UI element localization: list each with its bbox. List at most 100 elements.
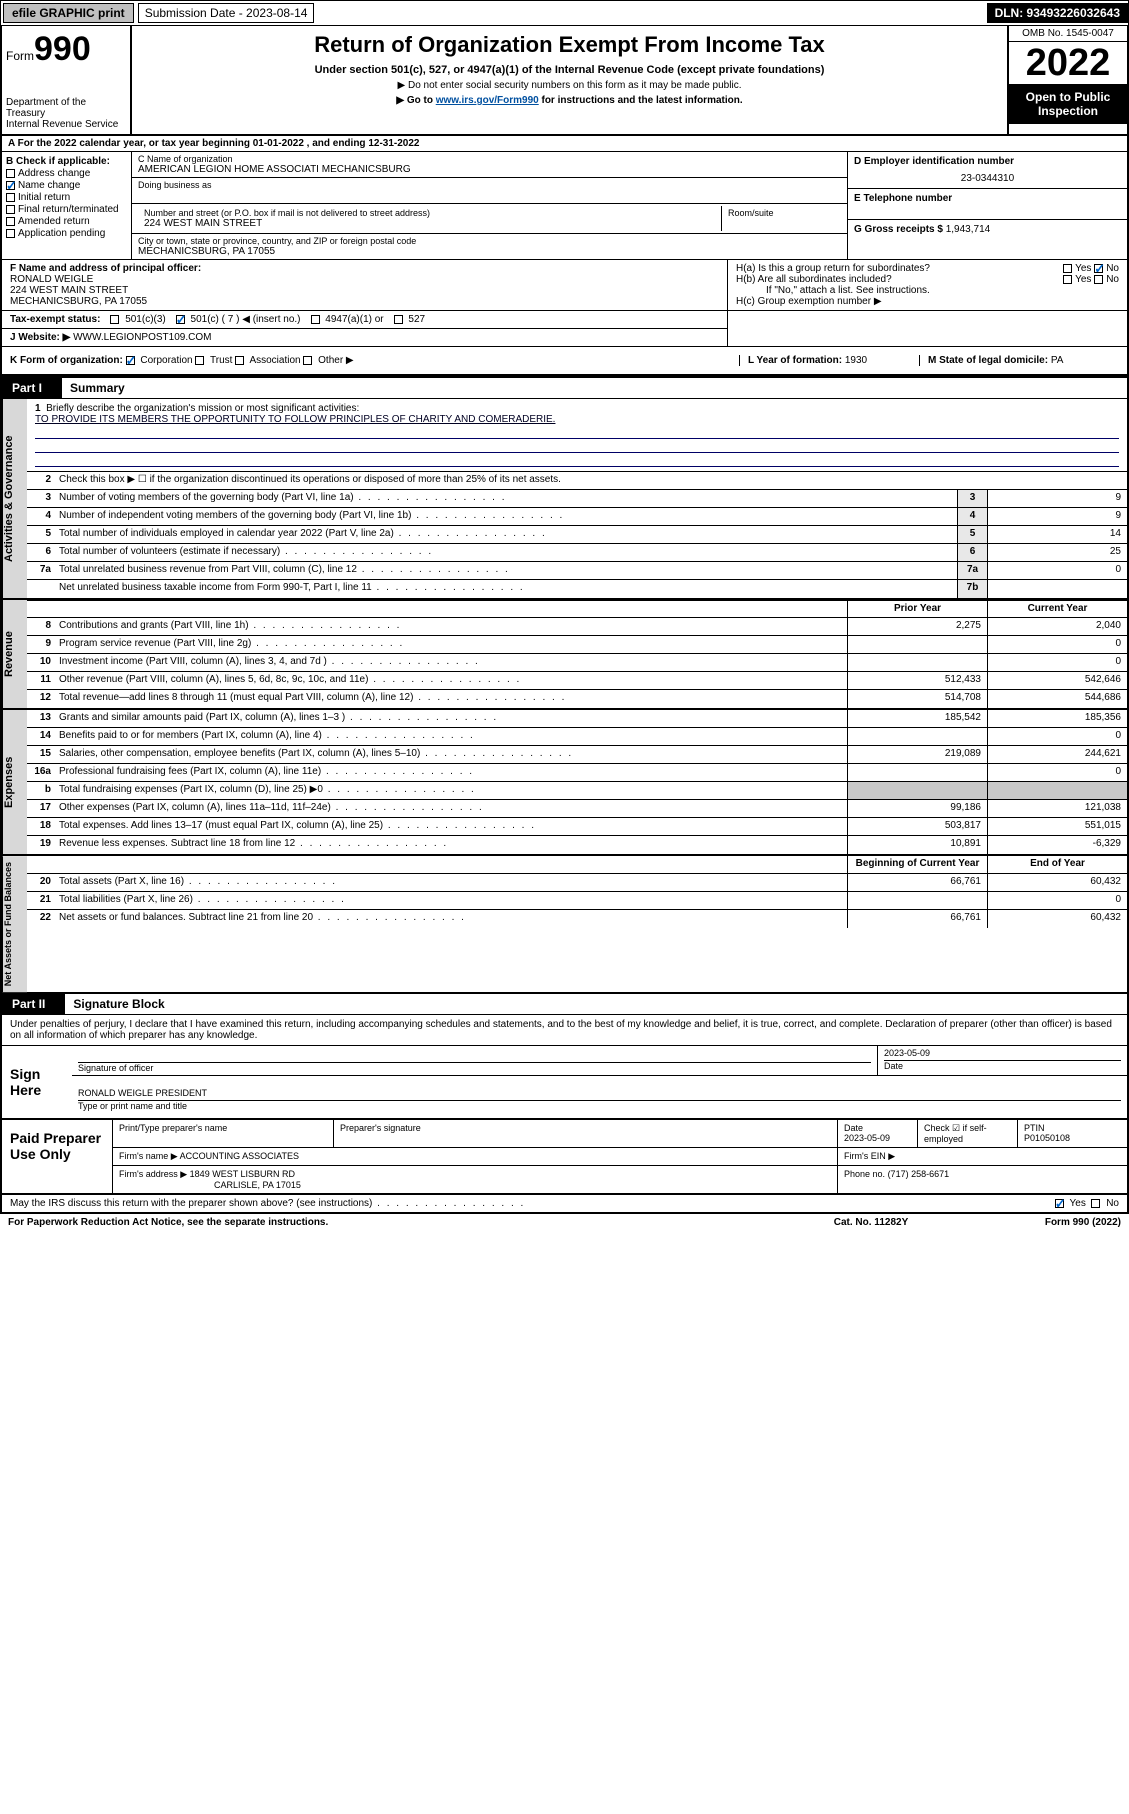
chk-amended-return[interactable]: Amended return [6, 216, 127, 227]
col-prior-year: Prior Year [847, 601, 987, 617]
table-cell [847, 892, 987, 909]
table-cell: 66,761 [847, 910, 987, 928]
table-row: Salaries, other compensation, employee b… [55, 746, 847, 763]
table-cell: 0 [987, 636, 1127, 653]
table-cell: 0 [987, 892, 1127, 909]
omb-number: OMB No. 1545-0047 [1009, 26, 1127, 42]
officer-addr1: 224 WEST MAIN STREET [10, 285, 719, 296]
table-row: Revenue less expenses. Subtract line 18 … [55, 836, 847, 854]
perjury-statement: Under penalties of perjury, I declare th… [0, 1015, 1129, 1046]
room-suite-label: Room/suite [721, 206, 841, 231]
chk-application-pending[interactable]: Application pending [6, 228, 127, 239]
chk-irs-no[interactable]: No [1091, 1198, 1119, 1209]
sign-date: 2023-05-09 [884, 1048, 1121, 1058]
table-cell [847, 782, 987, 799]
chk-initial-return[interactable]: Initial return [6, 192, 127, 203]
expenses-table: Expenses 13Grants and similar amounts pa… [0, 710, 1129, 856]
chk-address-change[interactable]: Address change [6, 168, 127, 179]
table-row: Professional fundraising fees (Part IX, … [55, 764, 847, 781]
website-label: J Website: ▶ [10, 332, 70, 343]
table-cell [987, 580, 1127, 598]
q2-text: Check this box ▶ ☐ if the organization d… [55, 472, 1127, 489]
calendar-year-line: A For the 2022 calendar year, or tax yea… [2, 136, 425, 151]
ein-value: 23-0344310 [854, 173, 1121, 184]
chk-other[interactable]: Other ▶ [303, 355, 353, 366]
status-website-block: Tax-exempt status: 501(c)(3) 501(c) ( 7 … [0, 311, 1129, 347]
table-row: Program service revenue (Part VIII, line… [55, 636, 847, 653]
table-row: Total number of individuals employed in … [55, 526, 957, 543]
table-row: Total fundraising expenses (Part IX, col… [55, 782, 847, 799]
form-990-footer: Form 990 (2022) [971, 1217, 1121, 1228]
efile-graphic-btn[interactable]: efile GRAPHIC print [3, 3, 134, 23]
chk-corporation[interactable]: Corporation [126, 355, 193, 366]
dept-treasury: Department of the Treasury Internal Reve… [6, 97, 126, 130]
strip-governance: Activities & Governance [2, 399, 27, 598]
revenue-table: Revenue Prior Year Current Year 8Contrib… [0, 600, 1129, 710]
part2-header: Part IISignature Block [0, 994, 1129, 1015]
line-a-row: A For the 2022 calendar year, or tax yea… [0, 136, 1129, 152]
table-cell: 66,761 [847, 874, 987, 891]
chk-501c[interactable]: 501(c) ( 7 ) ◀ (insert no.) [176, 314, 301, 325]
gross-receipts-label: G Gross receipts $ [854, 224, 943, 235]
table-row: Other revenue (Part VIII, column (A), li… [55, 672, 847, 689]
chk-final-return[interactable]: Final return/terminated [6, 204, 127, 215]
table-row: Grants and similar amounts paid (Part IX… [55, 710, 847, 727]
table-row: Net unrelated business taxable income fr… [55, 580, 957, 598]
table-row: Investment income (Part VIII, column (A)… [55, 654, 847, 671]
form-subtitle: Under section 501(c), 527, or 4947(a)(1)… [142, 64, 997, 76]
table-cell: 99,186 [847, 800, 987, 817]
table-row: Total expenses. Add lines 13–17 (must eq… [55, 818, 847, 835]
table-cell: 185,356 [987, 710, 1127, 727]
table-cell: 551,015 [987, 818, 1127, 835]
city-state-zip: MECHANICSBURG, PA 17055 [138, 246, 841, 257]
table-cell: 0 [987, 654, 1127, 671]
table-row: Total unrelated business revenue from Pa… [55, 562, 957, 579]
table-cell: 544,686 [987, 690, 1127, 708]
form-number: Form990 [6, 30, 126, 69]
footer-final: For Paperwork Reduction Act Notice, see … [0, 1214, 1129, 1231]
table-cell: 9 [987, 508, 1127, 525]
chk-trust[interactable]: Trust [195, 355, 232, 366]
table-cell: 503,817 [847, 818, 987, 835]
chk-association[interactable]: Association [235, 355, 300, 366]
table-cell [987, 782, 1127, 799]
year-formation-label: L Year of formation: [748, 355, 842, 366]
table-cell: 25 [987, 544, 1127, 561]
table-cell: 14 [987, 526, 1127, 543]
chk-irs-yes[interactable]: Yes [1055, 1198, 1086, 1209]
table-cell: 60,432 [987, 874, 1127, 891]
state-domicile-value: PA [1051, 355, 1064, 366]
dba-label: Doing business as [138, 180, 841, 190]
cat-no: Cat. No. 11282Y [771, 1217, 971, 1228]
firm-ein-label: Firm's EIN ▶ [844, 1151, 895, 1161]
table-cell: 514,708 [847, 690, 987, 708]
officer-label: F Name and address of principal officer: [10, 263, 719, 274]
chk-501c3[interactable]: 501(c)(3) [110, 314, 165, 325]
block-b-label: B Check if applicable: [6, 156, 110, 167]
form-title: Return of Organization Exempt From Incom… [142, 32, 997, 58]
table-cell: 0 [987, 562, 1127, 579]
phone-label: E Telephone number [854, 193, 1121, 204]
korg-label: K Form of organization: [10, 355, 123, 366]
table-row: Total number of volunteers (estimate if … [55, 544, 957, 561]
strip-revenue: Revenue [2, 600, 27, 708]
chk-4947[interactable]: 4947(a)(1) or [311, 314, 384, 325]
firm-city: CARLISLE, PA 17015 [214, 1180, 301, 1190]
officer-name-title: RONALD WEIGLE PRESIDENT [78, 1088, 1121, 1098]
firm-name: ACCOUNTING ASSOCIATES [180, 1151, 299, 1161]
gross-receipts-value: 1,943,714 [946, 224, 991, 235]
addr-label: Number and street (or P.O. box if mail i… [144, 208, 715, 218]
mission-text: TO PROVIDE ITS MEMBERS THE OPPORTUNITY T… [35, 414, 555, 425]
chk-527[interactable]: 527 [394, 314, 425, 325]
dln-label: DLN: 93493226032643 [987, 3, 1128, 23]
k-org-row: K Form of organization: Corporation Trus… [0, 347, 1129, 376]
mission-label: Briefly describe the organization's miss… [46, 403, 359, 414]
ha-line: H(a) Is this a group return for subordin… [736, 263, 1119, 274]
governance-table: Activities & Governance 1 Briefly descri… [0, 399, 1129, 600]
table-cell: 219,089 [847, 746, 987, 763]
table-cell: 9 [987, 490, 1127, 507]
irs-link[interactable]: www.irs.gov/Form990 [436, 95, 539, 106]
pra-notice: For Paperwork Reduction Act Notice, see … [8, 1217, 771, 1228]
chk-name-change[interactable]: Name change [6, 180, 127, 191]
paid-preparer-label: Paid Preparer Use Only [2, 1120, 112, 1193]
